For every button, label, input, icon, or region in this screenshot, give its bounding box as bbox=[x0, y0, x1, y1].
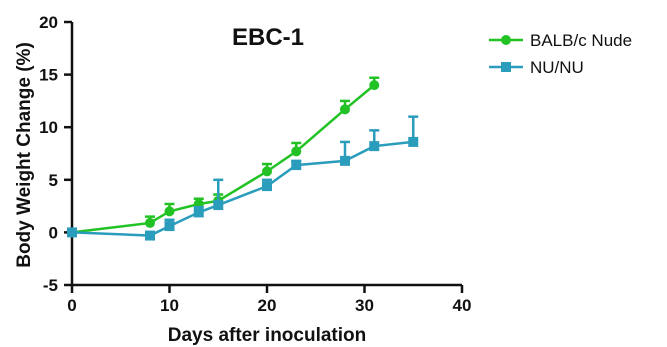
data-point bbox=[262, 181, 272, 192]
series-1 bbox=[67, 76, 380, 238]
data-point bbox=[369, 80, 380, 91]
x-tick-label: 40 bbox=[453, 296, 472, 315]
series-line bbox=[71, 140, 414, 237]
y-tick-label: 20 bbox=[39, 13, 58, 32]
x-tick-label: 0 bbox=[67, 296, 76, 315]
data-point bbox=[164, 206, 175, 217]
y-tick-label: -5 bbox=[43, 276, 58, 295]
data-point bbox=[408, 136, 419, 147]
data-point bbox=[164, 221, 175, 232]
x-tick-label: 30 bbox=[355, 296, 374, 315]
data-point bbox=[145, 230, 155, 241]
data-point bbox=[262, 166, 272, 177]
chart-title: EBC-1 bbox=[232, 24, 304, 51]
x-ticks: 0 10 20 30 40 bbox=[67, 285, 471, 315]
x-tick-label: 10 bbox=[160, 296, 179, 315]
series-2 bbox=[67, 115, 419, 241]
legend-marker bbox=[501, 35, 511, 45]
series-layer bbox=[67, 76, 419, 241]
data-point bbox=[369, 141, 380, 152]
y-tick-label: 10 bbox=[39, 118, 58, 137]
data-point bbox=[340, 104, 350, 115]
legend: BALB/c Nude NU/NU bbox=[489, 31, 632, 77]
data-point bbox=[213, 200, 224, 211]
x-axis-title: Days after inoculation bbox=[168, 325, 367, 346]
x-tick-label: 20 bbox=[258, 296, 277, 315]
data-point bbox=[145, 217, 155, 228]
data-point bbox=[291, 146, 302, 157]
y-tick-label: 0 bbox=[49, 223, 58, 242]
legend-label: NU/NU bbox=[530, 58, 584, 77]
data-point bbox=[67, 227, 77, 238]
legend-marker bbox=[501, 62, 511, 72]
y-ticks: -5 0 5 10 15 20 bbox=[39, 13, 72, 295]
y-tick-label: 15 bbox=[39, 66, 58, 85]
data-point bbox=[340, 155, 350, 166]
y-tick-label: 5 bbox=[49, 171, 58, 190]
legend-label: BALB/c Nude bbox=[530, 31, 632, 50]
data-point bbox=[193, 207, 204, 218]
y-axis-title: Body Weight Change (%) bbox=[14, 42, 35, 268]
series-line bbox=[71, 84, 376, 234]
data-point bbox=[291, 160, 302, 171]
